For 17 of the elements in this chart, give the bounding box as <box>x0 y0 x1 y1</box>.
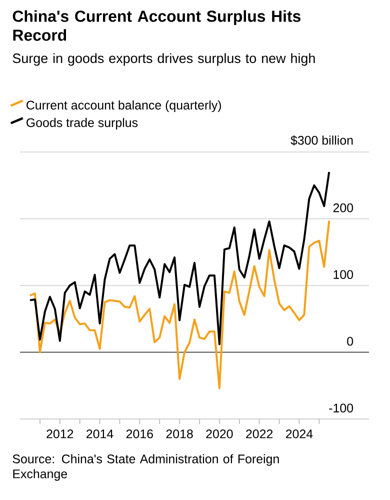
x-tick-label: 2014 <box>86 429 114 438</box>
y-tick-label: 0 <box>347 336 354 346</box>
chart-subtitle: Surge in goods exports drives surplus to new high <box>12 53 315 66</box>
x-tick-label: 2024 <box>286 429 313 438</box>
x-tick-label: 2018 <box>166 429 193 438</box>
x-tick-label: 2016 <box>126 429 153 438</box>
y-tick-label: -100 <box>329 404 354 412</box>
y-tick-label: 200 <box>333 203 354 212</box>
x-tick-label: 2020 <box>206 429 233 438</box>
legend-label: Goods trade surplus <box>26 118 138 130</box>
y-tick-label: 100 <box>334 270 354 279</box>
y-tick-label: $300 billion <box>290 135 353 146</box>
source-note: Source: China's State Administration of Foreign Exchange <box>12 454 279 481</box>
legend-label: Current account balance (quarterly) <box>26 100 221 112</box>
chart-title: China's Current Account Surplus Hits Record <box>12 10 301 41</box>
x-tick-label: 2012 <box>46 429 74 438</box>
x-tick-label: 2022 <box>246 429 273 438</box>
